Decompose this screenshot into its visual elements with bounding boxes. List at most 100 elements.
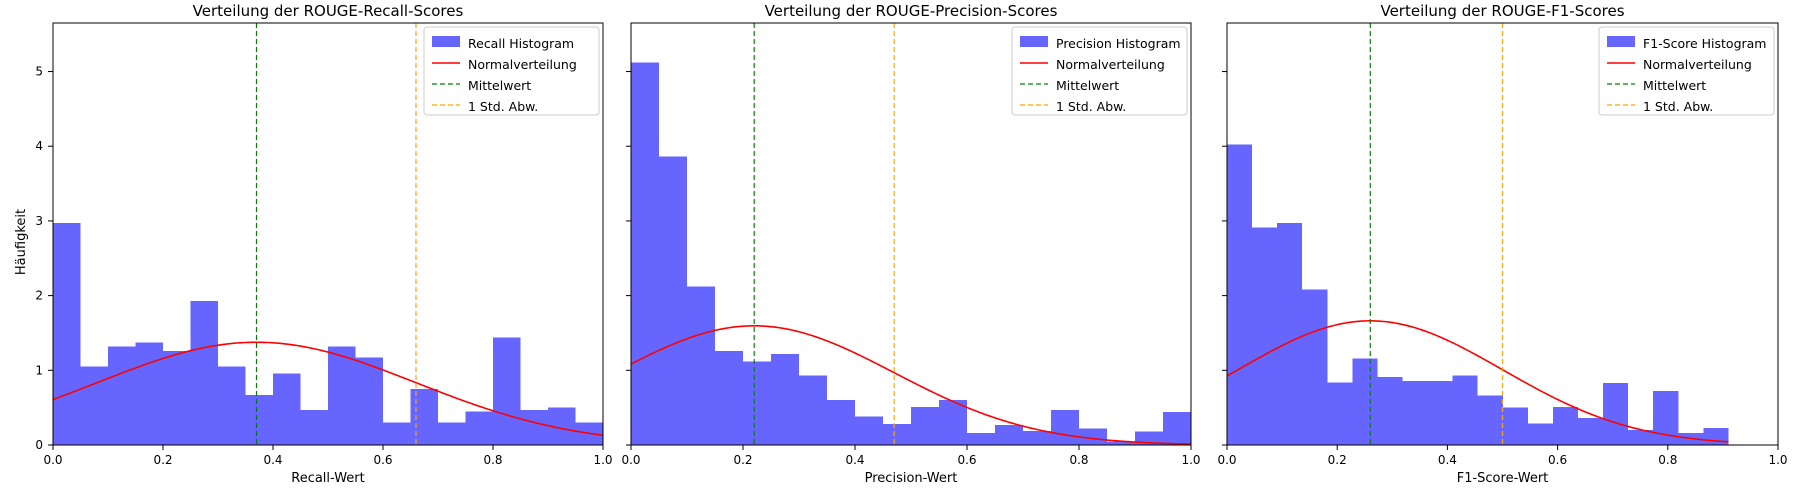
y-tick-label: 4 [35, 139, 43, 153]
legend-label: Normalverteilung [468, 57, 577, 72]
histogram-bar [520, 409, 548, 445]
histogram-bar [1377, 377, 1403, 445]
plot-frame [630, 22, 1192, 446]
histogram-bar [465, 411, 493, 445]
chart-panel-1: 0.0 0.2 0.4 0.6 0.8 1.0 0 1 2 3 4 5 Verteilung der R… [35, 2, 612, 486]
x-axis-label: Recall-Wert [291, 471, 364, 486]
chart-panel-3: 0.0 0.2 0.4 0.6 0.8 1.0 Verteilung der ROUGE-F… [1217, 2, 1787, 486]
histogram-bar [1327, 382, 1353, 445]
x-tick-label: 0.4 [1438, 453, 1457, 467]
x-tick-label: 0.4 [845, 453, 864, 467]
histogram-bar [1577, 418, 1604, 445]
legend-label: Precision Histogram [1056, 36, 1181, 51]
histogram-bar [80, 366, 108, 445]
histogram-bar [1427, 380, 1453, 445]
histogram-bar [53, 223, 81, 445]
x-tick-label: 0.2 [733, 453, 752, 467]
histogram-bar [108, 346, 136, 445]
x-axis-label: F1-Score-Wert [1457, 471, 1549, 486]
histogram-bar [631, 62, 659, 445]
legend: Precision Histogram Normalverteilung Mitte… [1011, 26, 1188, 116]
legend-label: 1 Std. Abw. [468, 99, 538, 114]
normal-distribution-curve [52, 341, 604, 437]
histogram-bar [827, 400, 855, 445]
y-tick-label: 0 [35, 438, 43, 452]
x-tick-label: 0.0 [621, 453, 640, 467]
shared-y-axis-label: Häufigkeit [14, 209, 29, 275]
histogram-bar [771, 353, 799, 445]
legend-box [1598, 26, 1775, 116]
histogram-bar [967, 433, 995, 445]
histogram-bar [190, 300, 218, 445]
legend-swatch-histogram [1020, 36, 1048, 47]
histogram-bar [1051, 409, 1079, 445]
histogram-bar [163, 350, 191, 445]
normal-distribution-curve [630, 325, 1192, 445]
histogram-bar [438, 422, 466, 445]
x-tick-label: 0.2 [1328, 453, 1347, 467]
x-tick-label: 0.8 [1069, 453, 1088, 467]
legend-box [1011, 26, 1188, 116]
chart-title: Verteilung der ROUGE-Recall-Scores [193, 2, 464, 20]
histogram-bar [245, 394, 273, 445]
histogram-bar [1527, 423, 1553, 445]
x-tick-label: 0.6 [957, 453, 976, 467]
legend-label: Normalverteilung [1643, 57, 1752, 72]
chart-title: Verteilung der ROUGE-Precision-Scores [765, 2, 1058, 20]
histogram-bar [1402, 380, 1428, 445]
chart-panel-2: 0.0 0.2 0.4 0.6 0.8 1.0 Verteilung der ROUGE-P… [621, 2, 1200, 486]
histogram-bar [300, 409, 328, 445]
histogram-bar [1552, 406, 1578, 445]
histogram-bar [1452, 375, 1478, 445]
x-tick-label: 0.0 [1217, 453, 1236, 467]
legend-swatch-histogram [1607, 36, 1635, 47]
y-tick-label: 2 [35, 289, 43, 303]
histogram-bar [715, 350, 743, 445]
legend: F1-Score Histogram Normalverteilung Mittel… [1598, 26, 1775, 116]
histogram-bar [1252, 227, 1278, 445]
histogram-bar [1502, 407, 1528, 445]
normal-distribution-curve [1226, 320, 1729, 443]
y-tick-label: 5 [35, 65, 43, 79]
histogram-bar [135, 342, 163, 445]
histogram-bar [1302, 289, 1328, 445]
histogram-bar [1628, 430, 1654, 445]
x-tick-label: 1.0 [1181, 453, 1200, 467]
histogram-bar [410, 388, 438, 445]
histogram-bar [1107, 441, 1135, 445]
histogram-bar [1477, 395, 1503, 445]
x-tick-label: 0.2 [153, 453, 172, 467]
histogram-bar [799, 375, 827, 445]
x-tick-label: 0.8 [483, 453, 502, 467]
legend-box [423, 26, 600, 116]
histogram-bar [218, 366, 246, 445]
legend-label: Mittelwert [1643, 78, 1706, 93]
histogram-bar [493, 337, 521, 445]
legend-swatch-histogram [432, 36, 460, 47]
x-tick-label: 0.6 [1548, 453, 1567, 467]
histogram-bar [1079, 428, 1107, 445]
x-axis-label: Precision-Wert [865, 471, 958, 486]
histogram-bar [1603, 383, 1629, 445]
legend-label: Mittelwert [468, 78, 531, 93]
histogram-bar [743, 361, 771, 445]
histogram-bar [355, 357, 383, 445]
histogram-bar [995, 424, 1023, 445]
histogram-bar [273, 373, 301, 445]
histogram-bar [1703, 427, 1729, 445]
x-tick-label: 0.0 [43, 453, 62, 467]
chart-title: Verteilung der ROUGE-F1-Scores [1380, 2, 1624, 20]
histogram-bar [939, 400, 967, 445]
histogram-bar [883, 424, 911, 445]
histogram-bar [687, 286, 715, 445]
legend-label: Mittelwert [1056, 78, 1119, 93]
histogram-bar [659, 156, 687, 446]
x-tick-label: 1.0 [593, 453, 612, 467]
legend-label: Recall Histogram [468, 36, 574, 51]
legend-label: Normalverteilung [1056, 57, 1165, 72]
histogram-bar [328, 346, 356, 445]
legend-label: 1 Std. Abw. [1643, 99, 1713, 114]
x-tick-label: 0.6 [373, 453, 392, 467]
legend-label: F1-Score Histogram [1643, 36, 1766, 51]
